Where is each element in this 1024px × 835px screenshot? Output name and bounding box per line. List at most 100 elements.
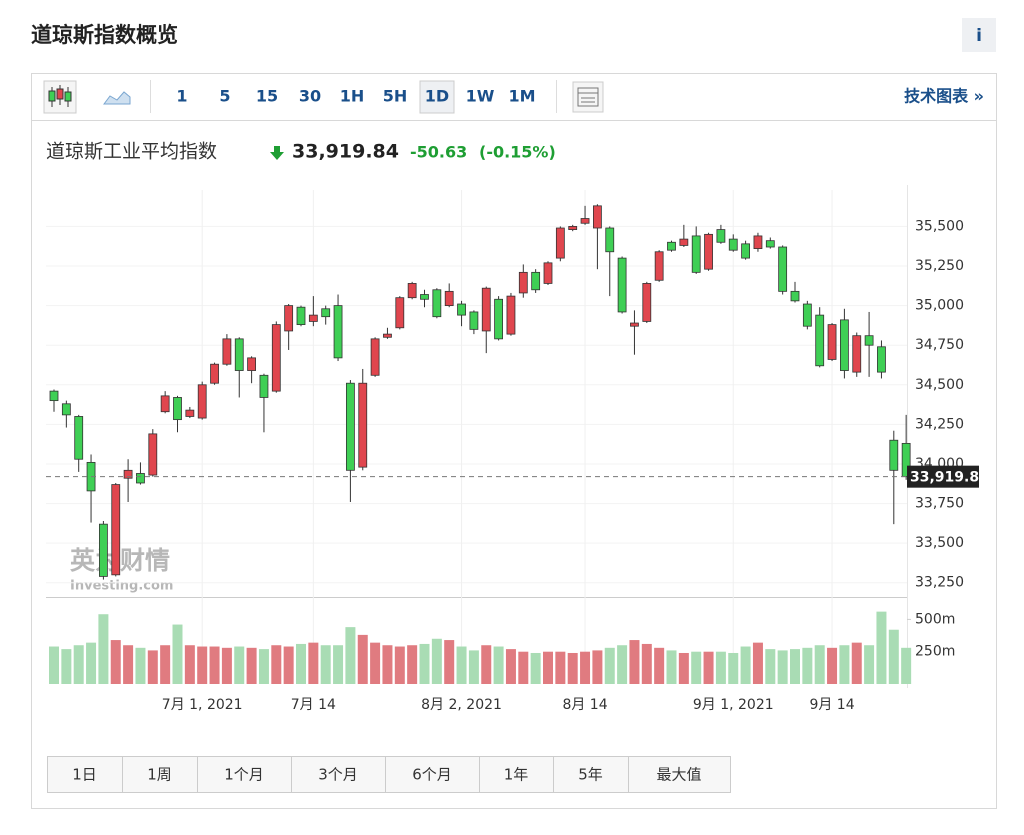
- interval-button[interactable]: 5: [219, 87, 230, 106]
- volume-bar: [666, 650, 677, 684]
- candle-body: [679, 238, 689, 246]
- volume-bar: [123, 645, 134, 684]
- candle-body: [704, 233, 713, 270]
- volume-bar: [271, 645, 282, 684]
- quote-price: 33,919.84: [292, 141, 399, 163]
- candle-body: [197, 384, 207, 419]
- interval-button[interactable]: 1W: [466, 87, 495, 106]
- volume-bar: [641, 643, 652, 684]
- candle-body: [506, 295, 516, 335]
- volume-bar: [530, 652, 541, 684]
- x-tick-label: 8月 14: [562, 697, 607, 713]
- range-button[interactable]: [628, 756, 731, 793]
- tech-chart-link[interactable]: 技术图表 »: [904, 87, 984, 106]
- volume-bar: [333, 645, 344, 684]
- interval-button[interactable]: 5H: [383, 87, 408, 106]
- y-tick-label: 33,500: [915, 535, 964, 551]
- volume-bar: [740, 646, 751, 684]
- candle-body: [123, 469, 133, 479]
- volume-bar: [308, 642, 319, 684]
- volume-bar: [752, 642, 763, 684]
- interval-button[interactable]: 30: [299, 87, 321, 106]
- y-tick-label: 35,250: [915, 258, 964, 274]
- range-label[interactable]: 最大值: [656, 766, 701, 784]
- candle-body: [642, 283, 652, 322]
- range-label[interactable]: 5年: [578, 766, 603, 784]
- range-label[interactable]: 1个月: [224, 766, 264, 784]
- volume-bar: [678, 652, 689, 684]
- candle-body: [741, 243, 750, 259]
- candle-body: [469, 311, 479, 330]
- volume-bar: [419, 643, 430, 684]
- down-arrow: [270, 146, 284, 160]
- range-button[interactable]: [291, 756, 386, 793]
- volume-bar: [728, 652, 739, 684]
- info-button[interactable]: [962, 18, 996, 52]
- volume-bar: [172, 624, 183, 684]
- area-type-icon[interactable]: [103, 91, 131, 105]
- range-button[interactable]: [553, 756, 629, 793]
- volume-bar: [86, 642, 97, 684]
- range-label[interactable]: 1周: [147, 766, 172, 784]
- interval-button[interactable]: 1H: [340, 87, 365, 106]
- candle-body: [815, 314, 825, 367]
- volume-bar: [839, 645, 850, 684]
- volume-bar: [493, 646, 504, 684]
- volume-bar: [629, 640, 640, 684]
- candle-body: [531, 271, 541, 291]
- selected-interval[interactable]: [419, 80, 455, 114]
- range-label[interactable]: 3个月: [318, 766, 358, 784]
- volume-bar: [320, 645, 331, 684]
- watermark: Investing.com: [70, 579, 173, 594]
- candle-body: [136, 473, 145, 484]
- volume-bar: [197, 646, 208, 684]
- range-button[interactable]: [47, 756, 123, 793]
- volume-bar: [135, 647, 146, 684]
- candle-body: [370, 338, 380, 376]
- candle-body: [160, 395, 170, 413]
- candle-body: [568, 226, 578, 230]
- candle-body: [617, 257, 627, 313]
- candle-body: [864, 335, 874, 346]
- y-tick-label: 34,500: [915, 377, 964, 393]
- x-tick-label: 7月 1, 2021: [162, 697, 243, 713]
- last-price-label: 33,919.8: [910, 470, 979, 486]
- interval-button[interactable]: 1D: [425, 87, 449, 106]
- range-label[interactable]: 1年: [504, 766, 529, 784]
- volume-bar: [567, 652, 578, 684]
- volume-bar: [505, 649, 516, 684]
- candle-body: [74, 416, 84, 460]
- interval-button[interactable]: 15: [256, 87, 278, 106]
- y-tick-label: 34,250: [915, 416, 964, 432]
- volume-bar: [296, 643, 306, 684]
- table-icon[interactable]: [572, 81, 604, 113]
- candle-body: [852, 335, 862, 373]
- range-button[interactable]: [479, 756, 554, 793]
- volume-bar: [394, 646, 405, 684]
- info-icon[interactable]: i: [976, 26, 982, 46]
- panel: [31, 73, 997, 809]
- candle-body: [630, 322, 639, 327]
- volume-bar: [851, 642, 862, 684]
- interval-button[interactable]: 1M: [508, 87, 535, 106]
- y-tick-label: 35,000: [915, 298, 964, 314]
- range-button[interactable]: [122, 756, 198, 793]
- candle-type-icon[interactable]: [43, 80, 77, 114]
- range-label[interactable]: 1日: [72, 766, 97, 784]
- volume-bar: [765, 649, 776, 684]
- title: 道琼斯指数概览: [31, 23, 178, 47]
- candle-body: [358, 382, 368, 468]
- quote-change: -50.63: [410, 143, 467, 162]
- volume-bar: [431, 638, 442, 684]
- range-button[interactable]: [385, 756, 480, 793]
- volume-bar: [382, 645, 393, 684]
- candle-body: [284, 305, 294, 332]
- range-label[interactable]: 6个月: [412, 766, 452, 784]
- quote-percent: (-0.15%): [479, 143, 556, 162]
- volume-bar: [49, 646, 59, 684]
- interval-button[interactable]: 1: [176, 87, 187, 106]
- candle-body: [247, 357, 257, 371]
- x-tick-label: 8月 2, 2021: [421, 697, 502, 713]
- volume-bar: [357, 634, 368, 684]
